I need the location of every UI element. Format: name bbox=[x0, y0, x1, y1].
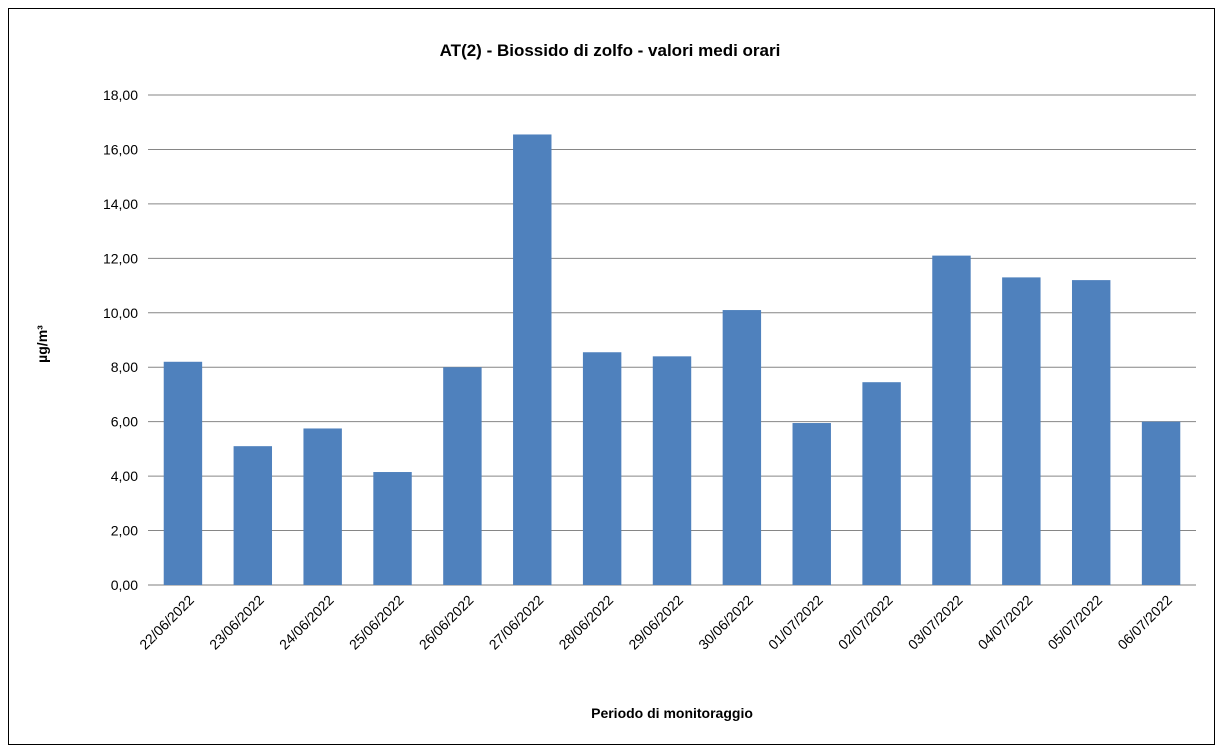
y-tick-label: 6,00 bbox=[111, 414, 138, 430]
y-tick-label: 0,00 bbox=[111, 577, 138, 593]
bar bbox=[373, 472, 412, 585]
x-tick-label: 01/07/2022 bbox=[765, 592, 826, 653]
x-tick-label: 05/07/2022 bbox=[1044, 592, 1105, 653]
bar bbox=[1002, 277, 1041, 585]
bar bbox=[1141, 421, 1181, 585]
y-tick-label: 14,00 bbox=[103, 196, 138, 212]
y-tick-label: 4,00 bbox=[111, 468, 138, 484]
y-tick-label: 8,00 bbox=[111, 359, 138, 375]
x-tick-label: 06/07/2022 bbox=[1114, 592, 1175, 653]
x-tick-label: 26/06/2022 bbox=[416, 592, 477, 653]
bar bbox=[163, 361, 203, 585]
y-tick-label: 16,00 bbox=[103, 141, 138, 157]
bar bbox=[233, 446, 273, 585]
x-axis-title: Periodo di monitoraggio bbox=[591, 705, 753, 721]
x-tick-label: 30/06/2022 bbox=[695, 592, 756, 653]
x-tick-label: 03/07/2022 bbox=[905, 592, 966, 653]
y-tick-label: 18,00 bbox=[103, 87, 138, 103]
x-tick-label: 22/06/2022 bbox=[136, 592, 197, 653]
y-axis-title: µg/m³ bbox=[34, 325, 50, 363]
x-tick-label: 28/06/2022 bbox=[555, 592, 616, 653]
y-tick-label: 2,00 bbox=[111, 523, 138, 539]
chart-title: AT(2) - Biossido di zolfo - valori medi … bbox=[440, 41, 781, 60]
x-tick-label: 23/06/2022 bbox=[206, 592, 267, 653]
bar bbox=[932, 255, 971, 585]
bar bbox=[862, 382, 901, 585]
x-tick-label: 02/07/2022 bbox=[835, 592, 896, 653]
y-tick-labels: 0,00 2,00 4,00 6,00 8,00 10,00 12,00 14,00 16,00… bbox=[103, 87, 138, 593]
x-tick-label: 24/06/2022 bbox=[276, 592, 337, 653]
y-tick-label: 12,00 bbox=[103, 250, 138, 266]
bar bbox=[582, 352, 622, 585]
x-tick-label: 25/06/2022 bbox=[346, 592, 407, 653]
bar bbox=[652, 356, 692, 585]
bar bbox=[443, 367, 482, 585]
bar bbox=[792, 423, 831, 585]
bar bbox=[1071, 280, 1111, 585]
bar bbox=[513, 134, 552, 585]
x-tick-label: 04/07/2022 bbox=[975, 592, 1036, 653]
bar bbox=[303, 428, 342, 585]
x-tick-label: 27/06/2022 bbox=[486, 592, 547, 653]
bars bbox=[163, 134, 1181, 585]
x-tick-labels: 22/06/2022 23/06/2022 24/06/2022 25/06/2022… bbox=[136, 592, 1175, 653]
x-tick-label: 29/06/2022 bbox=[625, 592, 686, 653]
y-tick-label: 10,00 bbox=[103, 305, 138, 321]
bar bbox=[722, 310, 762, 585]
